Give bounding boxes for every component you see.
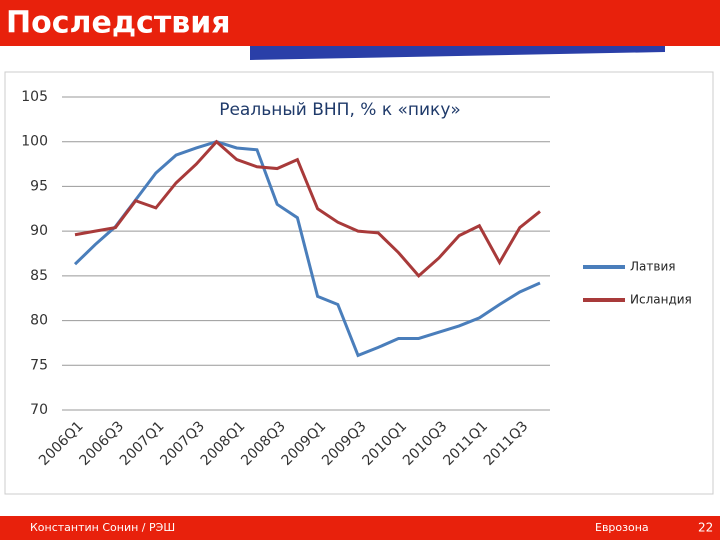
y-tick-label: 90 (30, 223, 48, 239)
series-line (73, 140, 541, 358)
footer-section: Еврозона (595, 521, 649, 534)
y-tick-label: 70 (30, 402, 48, 418)
y-tick-label: 75 (30, 357, 48, 373)
chart-title: Реальный ВНП, % к «пику» (219, 100, 461, 120)
y-tick-label: 105 (21, 89, 48, 105)
footer-bar (0, 516, 720, 540)
title-bar (0, 0, 720, 46)
page-number: 22 (698, 521, 713, 535)
legend-label: Исландия (630, 293, 692, 307)
chart-frame (4, 71, 714, 495)
title-accent (250, 46, 665, 60)
y-tick-label: 95 (30, 178, 48, 194)
slide-title: Последствия (6, 6, 231, 41)
series-line (74, 139, 541, 278)
y-tick-label: 100 (21, 134, 48, 150)
footer-author: Константин Сонин / РЭШ (30, 521, 175, 534)
y-tick-label: 80 (30, 313, 48, 329)
y-tick-label: 85 (30, 268, 48, 284)
legend-label: Латвия (630, 260, 675, 274)
